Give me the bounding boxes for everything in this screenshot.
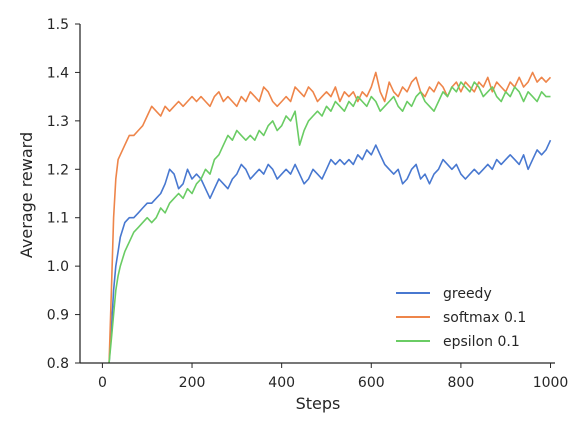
x-tick-label: 0 <box>98 375 107 391</box>
y-tick-label: 1.3 <box>47 114 69 130</box>
series-line-greedy <box>108 139 552 364</box>
series-line-epsilon-0-1 <box>108 81 551 364</box>
y-ticks: 0.8 0.9 1.0 1.1 1.2 1.3 1.4 1.5 <box>47 17 80 372</box>
x-tick-label: 800 <box>448 375 475 391</box>
legend-label-greedy: greedy <box>443 286 492 302</box>
series-line-softmax-0-1 <box>108 71 552 364</box>
x-tick-label: 200 <box>179 375 206 391</box>
x-tick-label: 400 <box>268 375 295 391</box>
y-tick-label: 0.9 <box>47 308 69 324</box>
x-tick-label: 600 <box>358 375 385 391</box>
x-tick-label: 1000 <box>533 375 569 391</box>
x-ticks: 0 200 400 600 800 1000 <box>98 363 568 391</box>
y-axis-label: Average reward <box>17 132 36 258</box>
series-layer <box>108 71 552 364</box>
y-tick-label: 1.0 <box>47 259 69 275</box>
y-tick-label: 1.1 <box>47 211 69 227</box>
y-tick-label: 0.8 <box>47 356 69 372</box>
y-tick-label: 1.4 <box>47 65 69 81</box>
y-tick-label: 1.2 <box>47 162 69 178</box>
x-axis-label: Steps <box>296 394 341 413</box>
legend-label-softmax-0-1: softmax 0.1 <box>443 310 526 326</box>
legend-label-epsilon-0-1: epsilon 0.1 <box>443 334 520 350</box>
legend: greedy softmax 0.1 epsilon 0.1 <box>396 286 526 350</box>
y-tick-label: 1.5 <box>47 17 69 33</box>
